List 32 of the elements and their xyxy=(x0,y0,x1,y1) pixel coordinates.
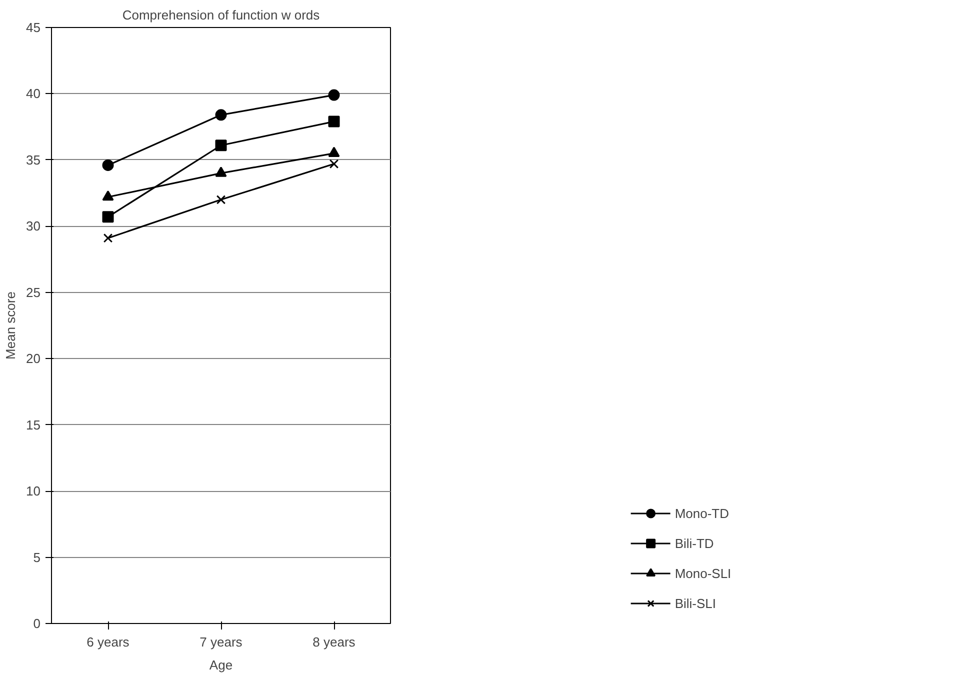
legend-label: Bili-TD xyxy=(674,536,714,550)
point xyxy=(328,116,340,128)
point xyxy=(215,109,227,121)
y-tick-label: 5 xyxy=(33,550,41,565)
y-tick-label: 30 xyxy=(26,218,41,234)
point xyxy=(103,233,113,243)
y-tick-label: 40 xyxy=(26,86,41,102)
y-axis-title: Mean score xyxy=(3,292,18,360)
legend-label: Bili-SLI xyxy=(674,596,716,610)
point xyxy=(102,211,114,223)
y-tick-label: 20 xyxy=(26,351,41,366)
y-tick-label: 45 xyxy=(26,20,41,35)
x-tick-label: 6 years xyxy=(86,634,130,650)
x-tick-label: 7 years xyxy=(200,634,243,650)
point xyxy=(215,140,227,152)
point xyxy=(102,160,114,171)
point xyxy=(215,166,227,177)
x-tick-label: 8 years xyxy=(312,634,356,650)
point xyxy=(329,159,339,169)
y-tick-label: 15 xyxy=(26,417,41,432)
y-tick-label: 10 xyxy=(26,484,41,499)
legend-label: Mono-SLI xyxy=(674,566,732,580)
y-tick-label: 0 xyxy=(33,616,41,631)
point xyxy=(216,195,226,204)
chart-title: Comprehension of function w ords xyxy=(122,8,320,22)
point xyxy=(102,190,114,201)
x-axis-title: Age xyxy=(209,658,233,672)
point xyxy=(328,146,340,157)
y-tick-label: 35 xyxy=(26,152,41,168)
y-tick-label: 25 xyxy=(26,284,41,300)
point xyxy=(328,89,340,101)
legend-label: Mono-TD xyxy=(674,506,729,520)
